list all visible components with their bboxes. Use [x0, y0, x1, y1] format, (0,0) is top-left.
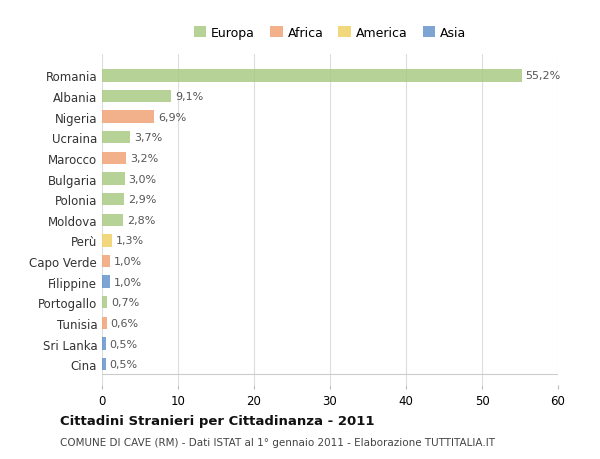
Text: 2,9%: 2,9%	[128, 195, 156, 205]
Text: COMUNE DI CAVE (RM) - Dati ISTAT al 1° gennaio 2011 - Elaborazione TUTTITALIA.IT: COMUNE DI CAVE (RM) - Dati ISTAT al 1° g…	[60, 437, 495, 447]
Bar	[102, 235, 112, 247]
Text: 9,1%: 9,1%	[175, 92, 203, 102]
Bar	[102, 317, 107, 330]
Bar	[102, 70, 521, 83]
Bar	[102, 214, 123, 226]
Text: Cittadini Stranieri per Cittadinanza - 2011: Cittadini Stranieri per Cittadinanza - 2…	[60, 414, 374, 428]
Bar	[102, 91, 171, 103]
Bar	[102, 111, 154, 123]
Text: 0,7%: 0,7%	[111, 297, 139, 308]
Bar	[102, 132, 130, 144]
Text: 0,5%: 0,5%	[110, 339, 138, 349]
Text: 0,6%: 0,6%	[110, 318, 139, 328]
Bar	[102, 152, 127, 165]
Text: 1,3%: 1,3%	[116, 236, 144, 246]
Bar	[102, 173, 125, 185]
Text: 2,8%: 2,8%	[127, 215, 155, 225]
Text: 55,2%: 55,2%	[526, 71, 560, 81]
Text: 3,2%: 3,2%	[130, 154, 158, 163]
Bar	[102, 194, 124, 206]
Text: 6,9%: 6,9%	[158, 112, 187, 123]
Legend: Europa, Africa, America, Asia: Europa, Africa, America, Asia	[188, 22, 472, 45]
Bar	[102, 297, 107, 309]
Bar	[102, 255, 110, 268]
Bar	[102, 276, 110, 288]
Text: 1,0%: 1,0%	[113, 257, 142, 267]
Text: 3,7%: 3,7%	[134, 133, 162, 143]
Text: 3,0%: 3,0%	[128, 174, 157, 184]
Text: 0,5%: 0,5%	[110, 359, 138, 369]
Text: 1,0%: 1,0%	[113, 277, 142, 287]
Bar	[102, 338, 106, 350]
Bar	[102, 358, 106, 370]
